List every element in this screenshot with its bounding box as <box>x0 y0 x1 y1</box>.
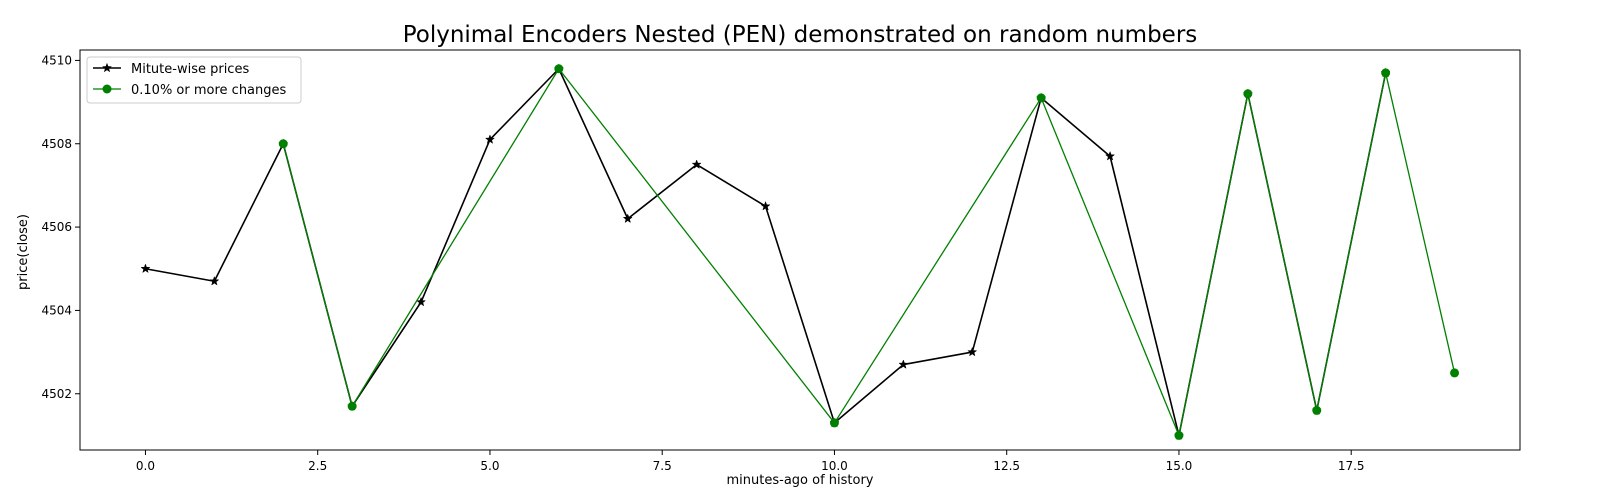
legend-box <box>86 56 302 104</box>
data-point <box>1243 89 1253 99</box>
data-point <box>622 213 633 224</box>
series-0 <box>140 63 1391 440</box>
legend-circle-marker <box>102 84 112 94</box>
data-point <box>1450 368 1460 378</box>
y-tick-label: 4508 <box>41 137 72 151</box>
x-tick-label: 12.5 <box>993 459 1020 473</box>
legend: Mitute-wise prices 0.10% or more changes <box>86 56 302 104</box>
data-point <box>415 296 427 307</box>
series-lines <box>140 63 1460 440</box>
x-tick-label: 7.5 <box>653 459 672 473</box>
x-tick-label: 10.0 <box>821 459 848 473</box>
series-1 <box>278 64 1460 440</box>
y-tick-label: 4504 <box>41 303 72 317</box>
series-line <box>145 67 1387 437</box>
x-axis-label: minutes-ago of history <box>727 473 874 488</box>
chart-title: Polynimal Encoders Nested (PEN) demonstr… <box>403 22 1198 48</box>
data-point <box>691 159 702 169</box>
data-point <box>554 64 564 74</box>
plot-frame <box>79 49 1521 451</box>
data-point <box>898 359 909 369</box>
data-point <box>1104 150 1116 161</box>
data-point <box>140 263 151 274</box>
legend-label: Mitute-wise prices <box>131 62 249 77</box>
data-point <box>760 200 771 211</box>
y-tick-label: 4502 <box>41 387 72 401</box>
legend-entry: 0.10% or more changes <box>93 83 287 98</box>
x-tick-label: 15.0 <box>1166 459 1193 473</box>
legend-star-marker <box>101 62 113 73</box>
data-point <box>829 418 839 428</box>
data-point <box>209 275 220 286</box>
legend-entry: Mitute-wise prices <box>93 62 249 77</box>
data-point <box>1036 93 1046 103</box>
x-tick-label: 0.0 <box>136 459 155 473</box>
data-point <box>1312 405 1322 415</box>
axis-ticks: 0.0 2.5 5.0 7.5 10.0 12.5 15.0 17.5 4502 4504 4506… <box>41 53 1364 473</box>
data-point <box>347 401 357 411</box>
legend-label: 0.10% or more changes <box>131 83 287 98</box>
x-tick-label: 5.0 <box>480 459 499 473</box>
y-tick-label: 4510 <box>41 53 72 67</box>
data-point <box>967 346 978 357</box>
data-point <box>484 134 496 144</box>
data-point <box>1174 430 1184 440</box>
y-axis-label: price(close) <box>16 214 31 290</box>
series-line <box>282 68 1456 437</box>
x-tick-label: 2.5 <box>308 459 327 473</box>
y-tick-label: 4506 <box>41 220 72 234</box>
data-point <box>1381 68 1391 78</box>
x-tick-label: 17.5 <box>1338 459 1365 473</box>
data-point <box>278 139 288 149</box>
